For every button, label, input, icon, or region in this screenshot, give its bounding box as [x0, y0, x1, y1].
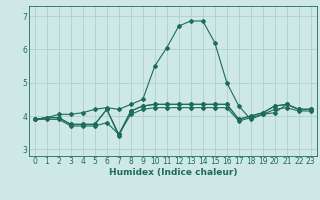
X-axis label: Humidex (Indice chaleur): Humidex (Indice chaleur) [108, 168, 237, 177]
